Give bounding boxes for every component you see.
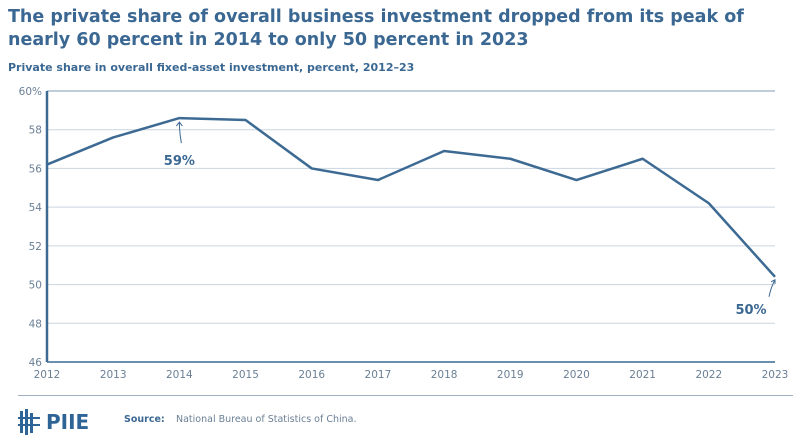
- line-chart: 46 48 50 52 54 56 58 60% 2012 2013 2014 2015 2016 201…: [19, 86, 789, 381]
- footer: PIIE Source: National Bureau of Statisti…: [0, 395, 800, 446]
- x-tick-label: 2020: [563, 369, 590, 381]
- annotation-label: 59%: [164, 154, 195, 169]
- x-tick-label: 2012: [34, 369, 61, 381]
- y-tick-label: 54: [29, 202, 43, 214]
- y-tick-label: 50: [29, 280, 42, 292]
- source-label: Source:: [124, 414, 165, 425]
- chart-title: The private share of overall business in…: [8, 7, 744, 50]
- y-tick-label: 60%: [19, 86, 42, 98]
- annotation-arrow: [175, 121, 183, 144]
- x-tick-label: 2016: [298, 369, 325, 381]
- x-tick-label: 2018: [431, 369, 458, 381]
- x-tick-label: 2019: [497, 369, 524, 381]
- annotation-label: 50%: [735, 303, 766, 318]
- building-icon: [18, 409, 40, 435]
- y-tick-label: 58: [29, 125, 42, 137]
- chart-subtitle: Private share in overall fixed-asset inv…: [8, 61, 415, 74]
- y-tick-label: 52: [29, 241, 42, 253]
- series-line: [46, 116, 776, 278]
- x-tick-label: 2014: [166, 369, 193, 381]
- divider: [18, 395, 793, 396]
- source-text: National Bureau of Statistics of China.: [176, 414, 357, 425]
- x-tick-label: 2023: [762, 369, 789, 381]
- y-tick-label: 48: [29, 318, 42, 330]
- x-tick-label: 2021: [629, 369, 656, 381]
- logo-text: PIIE: [46, 410, 90, 434]
- x-tick-label: 2017: [365, 369, 392, 381]
- y-tick-label: 56: [29, 163, 43, 175]
- x-tick-label: 2022: [695, 369, 722, 381]
- piie-logo: PIIE: [18, 409, 89, 435]
- x-tick-label: 2015: [232, 369, 259, 381]
- x-tick-label: 2013: [100, 369, 127, 381]
- y-tick-label: 46: [29, 357, 43, 369]
- annotation-arrow: [768, 279, 776, 297]
